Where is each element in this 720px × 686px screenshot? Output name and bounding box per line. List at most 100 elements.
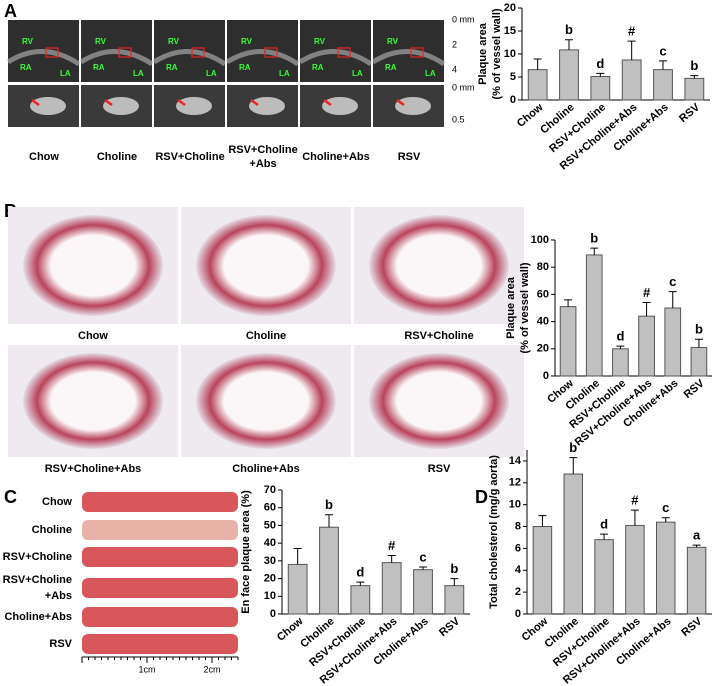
error-bar xyxy=(387,555,396,563)
ultrasound-echo xyxy=(225,49,300,67)
ultrasound-echo xyxy=(6,49,81,67)
error-bar xyxy=(642,302,651,317)
bar xyxy=(621,59,642,101)
plaque xyxy=(249,97,285,115)
significance-label: d xyxy=(616,329,624,344)
aorta-image xyxy=(82,578,238,598)
bar xyxy=(413,569,433,615)
plaque xyxy=(30,97,66,115)
chamber-label: RA xyxy=(312,63,324,72)
plaque xyxy=(176,97,212,115)
caption: RSV+Choline xyxy=(3,574,72,586)
ultrasound-echo xyxy=(298,49,373,67)
bar xyxy=(653,69,673,101)
significance-label: b xyxy=(590,231,598,246)
vessel-section xyxy=(23,353,163,449)
error-bar xyxy=(600,533,609,540)
error-bar xyxy=(690,75,699,79)
caption: RSV xyxy=(398,151,421,163)
error-bar xyxy=(419,566,427,570)
aorta-image xyxy=(82,634,238,654)
roi-box xyxy=(118,47,132,58)
significance-label: b xyxy=(565,22,573,37)
aorta-image xyxy=(82,492,238,512)
error-bar xyxy=(325,514,333,528)
arrow xyxy=(177,98,186,107)
chamber-label: LA xyxy=(352,69,363,78)
bar xyxy=(686,546,707,615)
bar xyxy=(444,585,465,615)
error-bar xyxy=(668,291,677,308)
roi-box xyxy=(337,47,351,58)
y-tick-label: 70 xyxy=(264,484,276,496)
aorta-image xyxy=(82,520,238,540)
ultrasound-echo xyxy=(79,49,154,67)
y-tick-label: 15 xyxy=(504,25,516,37)
y-tick-label: 10 xyxy=(264,590,276,602)
caption: RSV+Choline xyxy=(404,330,473,342)
significance-label: c xyxy=(419,549,426,564)
chamber-label: LA xyxy=(206,69,217,78)
x-tick-label: RSV xyxy=(679,615,705,639)
caption: RSV+Choline xyxy=(3,551,72,563)
y-axis-label: Plaque area xyxy=(477,22,489,85)
error-bar xyxy=(627,40,636,60)
vessel-section xyxy=(196,215,336,316)
y-axis-label: (% of vessel wall) xyxy=(519,262,531,353)
y-tick-label: 4 xyxy=(515,564,522,576)
bar xyxy=(594,539,614,615)
ultrasound-echo xyxy=(371,49,446,67)
error-bar xyxy=(538,515,547,527)
plaque xyxy=(322,97,358,115)
bar xyxy=(381,562,402,615)
caption: Chow xyxy=(29,151,59,163)
bar xyxy=(532,526,553,615)
chamber-label: RA xyxy=(239,63,251,72)
caption: +Abs xyxy=(249,158,276,170)
y-tick-label: 100 xyxy=(531,234,549,246)
chamber-label: RV xyxy=(387,37,399,46)
bar xyxy=(612,348,629,377)
bar xyxy=(625,524,645,615)
depth-label: 4 xyxy=(452,64,457,74)
significance-label: c xyxy=(669,274,676,289)
vessel-section xyxy=(196,353,336,449)
y-tick-label: 8 xyxy=(515,520,521,532)
caption: RSV+Choline xyxy=(155,151,224,163)
vessel-section xyxy=(369,215,509,316)
depth-label: 2 xyxy=(452,39,457,49)
ultrasound-echo xyxy=(152,49,227,67)
bar xyxy=(319,526,339,615)
x-tick-label: RSV xyxy=(682,377,708,401)
chamber-label: RV xyxy=(241,37,253,46)
error-bar xyxy=(450,578,459,586)
caption: RSV+Choline+Abs xyxy=(45,463,142,475)
scale-label: 1cm xyxy=(138,664,155,674)
arrow xyxy=(396,98,405,107)
aorta-image xyxy=(82,547,238,567)
y-tick-label: 20 xyxy=(537,343,549,355)
caption: Choline xyxy=(32,524,72,536)
bar xyxy=(690,346,708,377)
chamber-label: RA xyxy=(20,63,32,72)
chamber-label: RV xyxy=(95,37,107,46)
chamber-label: RA xyxy=(385,63,397,72)
bar xyxy=(559,49,579,101)
depth-label: 0 mm xyxy=(452,82,475,92)
bar xyxy=(585,254,603,377)
x-tick-label: RSV xyxy=(437,615,463,639)
y-tick-label: 10 xyxy=(509,499,521,511)
plaque xyxy=(103,97,139,115)
chamber-label: RA xyxy=(166,63,178,72)
bar xyxy=(527,69,548,101)
bar xyxy=(590,76,611,101)
caption: RSV+Choline xyxy=(228,144,297,156)
roi-box xyxy=(410,47,424,58)
significance-label: # xyxy=(631,493,639,508)
y-tick-label: 50 xyxy=(264,519,276,531)
significance-label: # xyxy=(643,285,651,300)
x-tick-label: RSV xyxy=(677,101,703,125)
significance-label: c xyxy=(662,500,669,515)
caption: Chow xyxy=(78,330,108,342)
depth-label: 0.5 xyxy=(452,114,465,124)
